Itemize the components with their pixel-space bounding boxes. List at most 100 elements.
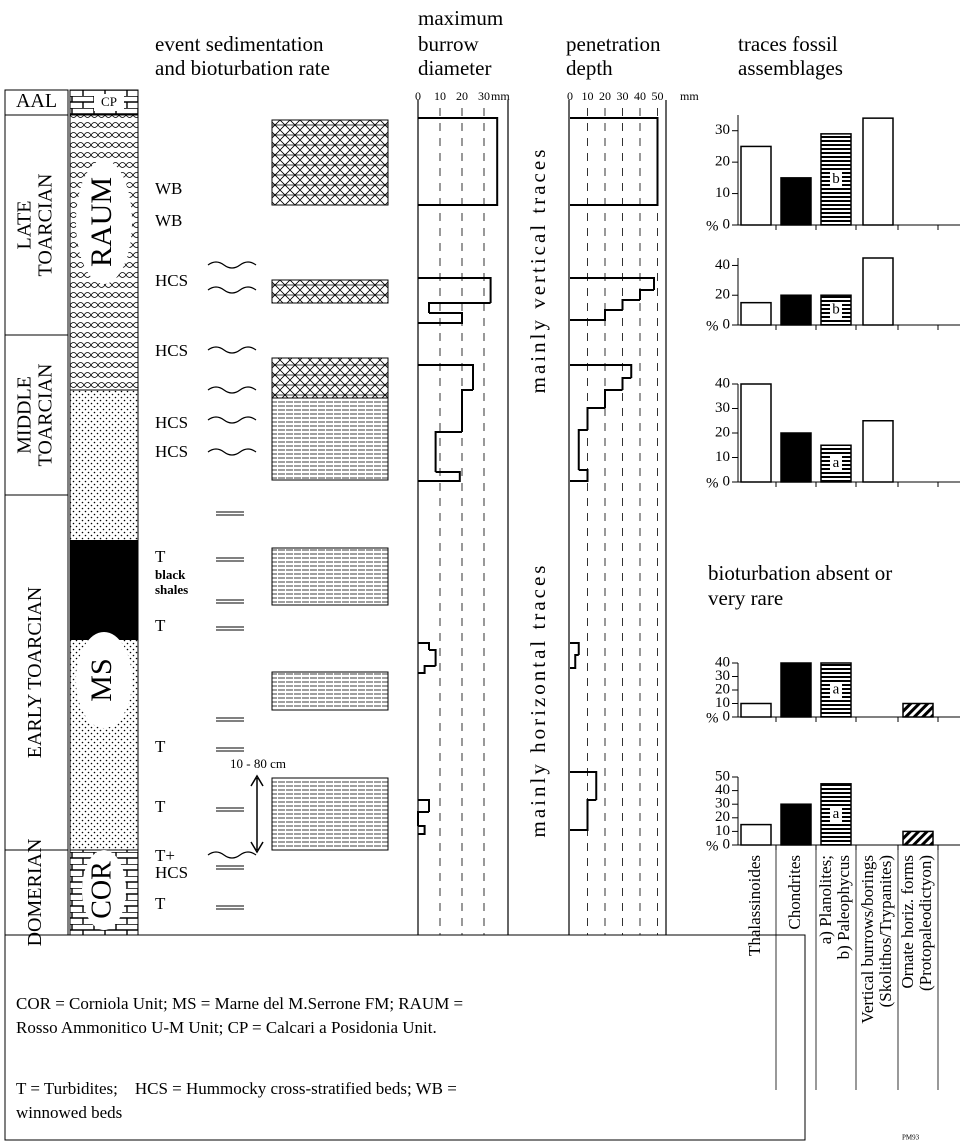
sketch xyxy=(271,279,389,304)
bar xyxy=(820,444,852,483)
tick-label: 30 xyxy=(478,89,490,103)
y-tick-label: 20 xyxy=(715,424,730,440)
category-label: (Skolithos/Trypanites) xyxy=(876,855,895,1007)
stage-label: AAL xyxy=(16,90,57,112)
turbidite-symbol xyxy=(216,599,244,604)
sketch xyxy=(271,777,389,851)
y-tick-label: 0 xyxy=(723,473,731,489)
sublabel-bg xyxy=(830,171,842,188)
profile-step xyxy=(428,302,491,313)
y-tick-label: 30 xyxy=(715,400,730,416)
unit-label: % xyxy=(706,218,719,234)
thickness-label: 10 - 80 cm xyxy=(230,756,286,771)
hcs-symbol xyxy=(207,386,257,394)
unit-label: MS xyxy=(85,658,118,701)
y-tick-label: 40 xyxy=(715,375,730,391)
unit-label-bg xyxy=(76,632,132,728)
bar-sublabel: b xyxy=(832,302,840,318)
hcs-symbol xyxy=(207,261,257,269)
event-label: HCS xyxy=(155,413,188,432)
header: diameter xyxy=(418,56,491,80)
category-label: Thalassinoides xyxy=(745,855,764,956)
tick-label: 0 xyxy=(567,89,573,103)
header: depth xyxy=(566,56,613,80)
profile-step xyxy=(604,389,623,408)
profile-step xyxy=(621,377,632,390)
y-tick-label: 30 xyxy=(715,796,730,812)
y-tick-label: 20 xyxy=(715,287,730,303)
event-label: HCS xyxy=(155,341,188,360)
y-tick-label: 20 xyxy=(715,681,730,697)
profile-step xyxy=(418,117,499,206)
stage-label: TOARCIAN xyxy=(35,364,57,467)
turbidite-symbol xyxy=(216,865,244,870)
bar xyxy=(862,420,894,483)
bar xyxy=(740,823,772,846)
tick-label: 10 xyxy=(434,89,446,103)
stage-label: DOMERIAN xyxy=(24,839,46,947)
tick-label: 30 xyxy=(617,89,629,103)
header: penetration xyxy=(566,32,661,56)
tick-label: 10 xyxy=(582,89,594,103)
event-label: HCS xyxy=(155,863,188,882)
profile-step xyxy=(570,309,623,321)
sketch xyxy=(271,547,389,606)
turbidite-symbol xyxy=(216,626,244,631)
profile-step xyxy=(570,654,579,669)
profile-step xyxy=(577,429,588,470)
turbidite-symbol xyxy=(216,747,244,752)
tick-label: 20 xyxy=(456,89,468,103)
note: very rare xyxy=(708,586,783,610)
turbidite-symbol xyxy=(216,557,244,562)
tick-label: 50 xyxy=(652,89,664,103)
bar xyxy=(780,662,812,718)
unit-label-bg xyxy=(94,94,124,111)
legend-box xyxy=(4,934,806,1141)
profile-step xyxy=(418,665,436,674)
hcs-symbol xyxy=(207,416,257,424)
sublabel-bg xyxy=(830,302,842,319)
profile-step xyxy=(570,771,598,800)
y-tick-label: 10 xyxy=(715,823,730,839)
profile-step xyxy=(570,469,589,482)
stage-column xyxy=(4,89,69,936)
stage-label: EARLY TOARCIAN xyxy=(24,587,46,759)
profile-step xyxy=(418,642,430,650)
unit-label: COR xyxy=(86,861,117,919)
profile-step xyxy=(434,431,462,472)
hcs-symbol xyxy=(207,286,257,294)
y-tick-label: 50 xyxy=(715,768,730,784)
category-label: Ornate horiz. forms xyxy=(898,855,917,989)
profile-step xyxy=(418,471,461,482)
y-tick-label: 20 xyxy=(715,154,730,170)
unit-label: mm xyxy=(680,89,699,103)
figure-id: PM93 xyxy=(902,1134,920,1142)
y-tick-label: 40 xyxy=(715,654,730,670)
unit-label-bg xyxy=(76,160,132,284)
bar xyxy=(740,383,772,483)
turbidite-symbol xyxy=(216,807,244,812)
unit-label: % xyxy=(706,710,719,726)
turbidite-symbol xyxy=(216,717,244,722)
unit-label: RAUM xyxy=(85,177,118,267)
profile-step xyxy=(461,389,473,432)
sketch xyxy=(271,119,389,206)
legend-text: T = Turbidites; HCS = Hummocky cross-str… xyxy=(16,1079,457,1098)
bar xyxy=(902,702,934,718)
sublabel-bg xyxy=(830,806,842,823)
y-tick-label: 40 xyxy=(715,782,730,798)
bar xyxy=(740,301,772,326)
layout xyxy=(4,89,806,1141)
stage-label: LATE xyxy=(14,201,36,250)
hcs-symbol xyxy=(207,851,257,859)
sketch xyxy=(271,671,389,711)
legend-text: winnowed beds xyxy=(16,1103,122,1122)
header: burrow xyxy=(418,32,479,56)
profile-step xyxy=(570,277,655,290)
unit-label: % xyxy=(706,475,719,491)
legend-text: COR = Corniola Unit; MS = Marne del M.Se… xyxy=(16,994,463,1013)
unit-label: mm xyxy=(491,89,510,103)
hcs-symbol xyxy=(207,346,257,354)
header: and bioturbation rate xyxy=(155,56,330,80)
